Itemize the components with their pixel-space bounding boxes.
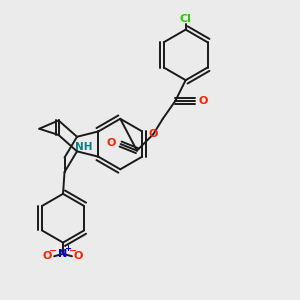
Text: Cl: Cl <box>180 14 192 24</box>
Text: −: − <box>49 246 57 256</box>
Text: NH: NH <box>75 142 93 152</box>
Text: −: − <box>69 246 77 256</box>
Text: +: + <box>64 244 71 253</box>
Text: O: O <box>107 138 116 148</box>
Text: O: O <box>148 129 158 139</box>
Text: N: N <box>58 250 68 260</box>
Text: O: O <box>199 96 208 106</box>
Text: O: O <box>43 251 52 261</box>
Text: O: O <box>74 251 83 261</box>
